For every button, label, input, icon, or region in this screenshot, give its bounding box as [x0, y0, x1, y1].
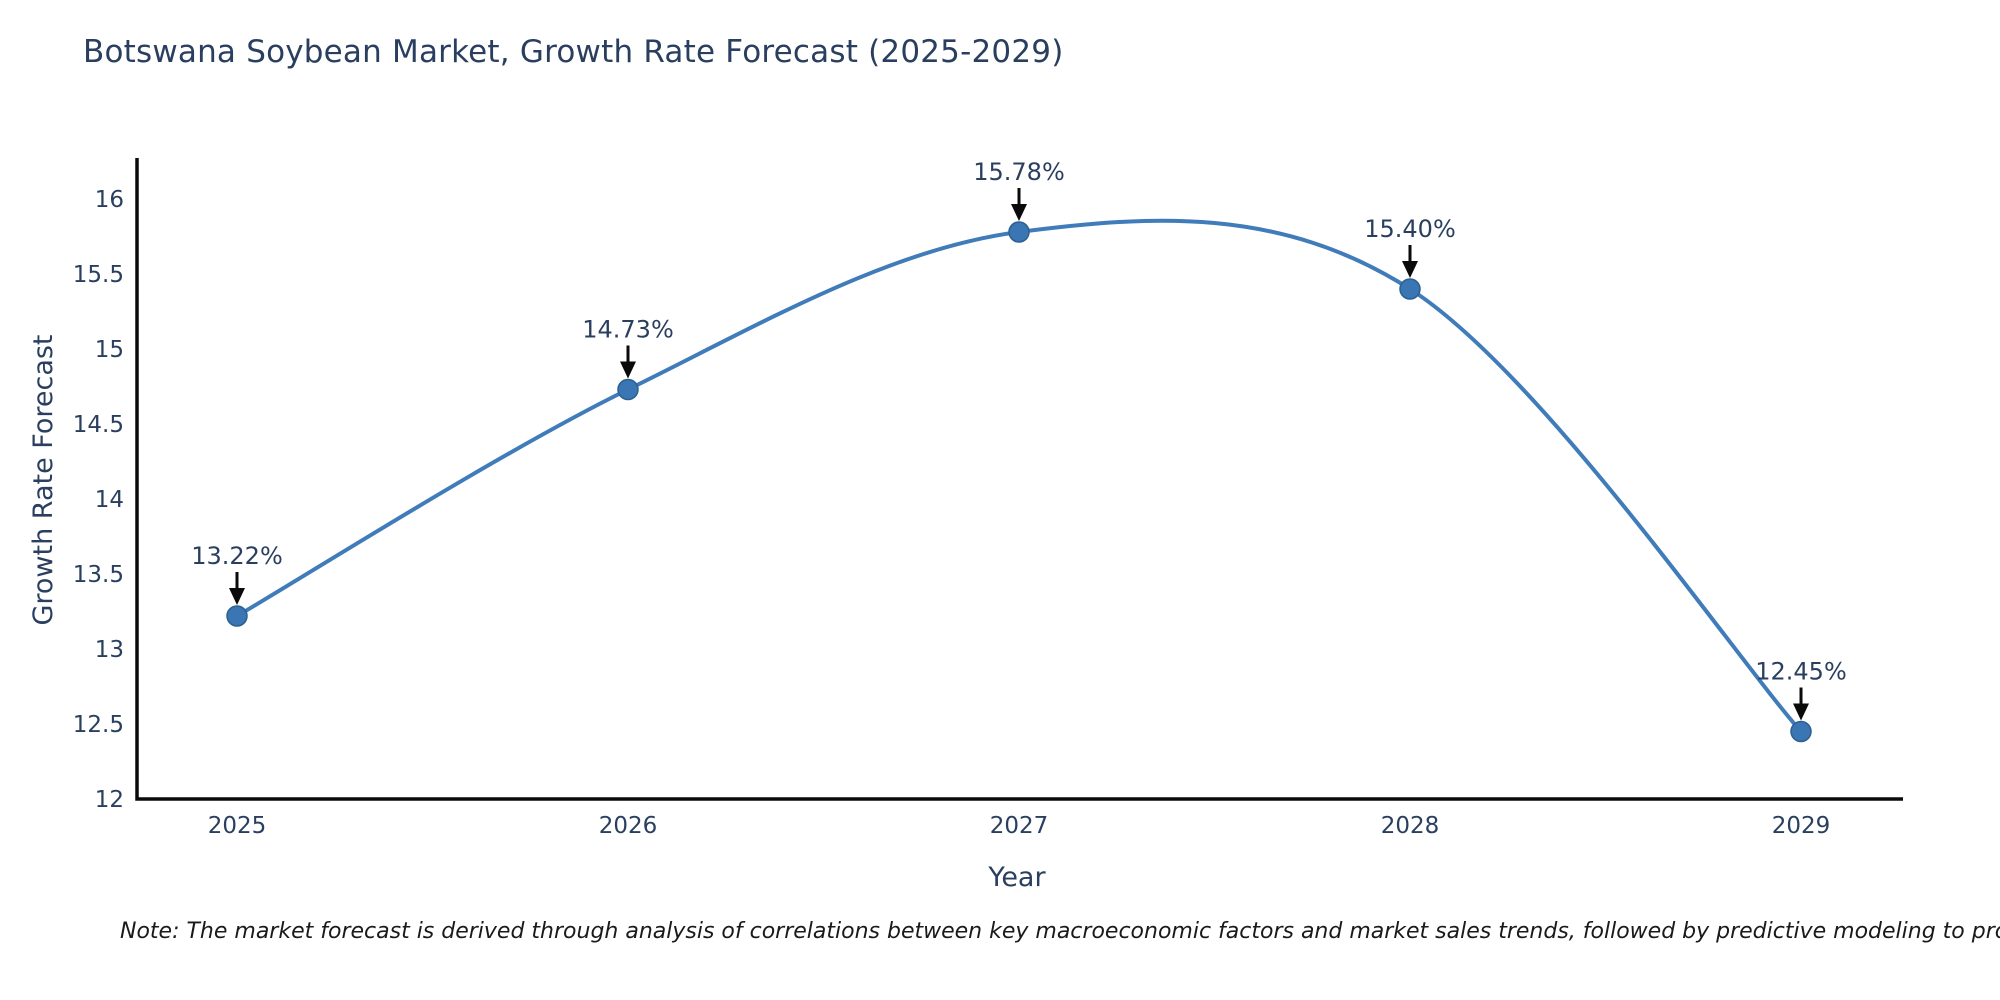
- axis-lines: [135, 158, 1903, 801]
- x-tick-label: 2028: [1381, 813, 1440, 839]
- data-point-marker: [226, 605, 248, 627]
- data-point-marker: [1399, 278, 1421, 300]
- y-tick-label: 12.5: [73, 712, 124, 738]
- data-point-marker: [617, 378, 639, 401]
- y-axis-tick-labels: 16 15.5 15 14.5 14 13.5 13 12.5 12: [73, 187, 124, 813]
- annotation-arrow-head: [229, 588, 245, 605]
- point-value-label: 13.22%: [191, 542, 283, 570]
- y-tick-label: 14: [95, 487, 124, 513]
- data-point-marker: [1008, 221, 1030, 243]
- x-tick-label: 2026: [599, 813, 658, 839]
- y-axis-title: Growth Rate Forecast: [28, 334, 59, 625]
- data-point-markers: [226, 221, 1812, 743]
- point-value-label: 15.40%: [1364, 215, 1456, 243]
- x-tick-label: 2025: [208, 813, 267, 839]
- x-tick-label: 2029: [1772, 813, 1831, 839]
- annotation-arrow-head: [1011, 204, 1027, 221]
- point-annotations: 13.22% 14.73% 15.78% 15.40% 12.45%: [191, 158, 1847, 721]
- x-axis-title: Year: [987, 862, 1046, 893]
- chart-title: Botswana Soybean Market, Growth Rate For…: [83, 34, 1064, 70]
- y-tick-label: 12: [95, 787, 124, 813]
- annotation-arrow-head: [1402, 261, 1418, 278]
- point-value-label: 15.78%: [973, 158, 1065, 186]
- y-tick-label: 13: [95, 637, 124, 663]
- series-line: [235, 218, 1803, 734]
- annotation-arrow-head: [620, 361, 636, 379]
- x-axis-tick-labels: 2025 2026 2027 2028 2029: [208, 813, 1831, 839]
- point-value-label: 14.73%: [582, 316, 674, 344]
- data-point-marker: [1790, 720, 1812, 743]
- y-tick-label: 15.5: [73, 262, 124, 288]
- y-tick-label: 15: [95, 337, 124, 363]
- y-tick-label: 16: [95, 187, 124, 213]
- y-tick-label: 13.5: [73, 562, 124, 588]
- annotation-arrow-head: [1793, 703, 1809, 721]
- x-tick-label: 2027: [990, 813, 1049, 839]
- y-tick-label: 14.5: [73, 412, 124, 438]
- footnote: Note: The market forecast is derived thr…: [120, 919, 2000, 944]
- point-value-label: 12.45%: [1755, 658, 1847, 686]
